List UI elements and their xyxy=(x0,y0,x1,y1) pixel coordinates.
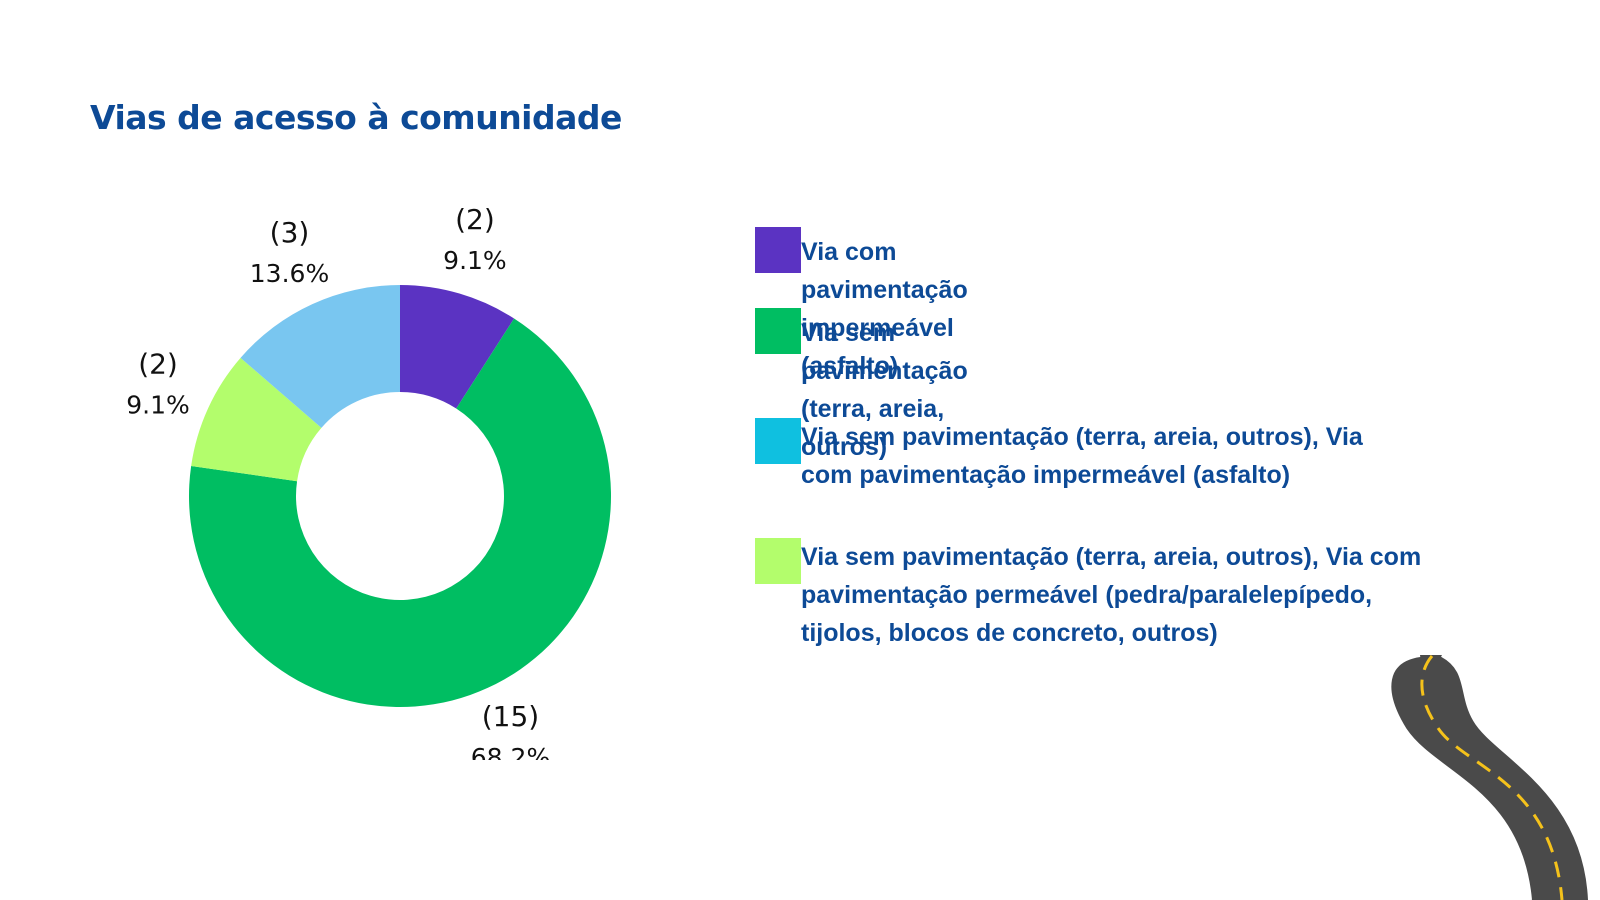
legend-label-line: Via sem pavimentação (terra, areia, outr… xyxy=(801,543,1422,571)
legend-label-line: Via com pavimentação impermeável (asfalt… xyxy=(801,238,968,380)
legend-label-line: pavimentação permeável (pedra/paralelepí… xyxy=(801,581,1373,609)
pie-slice xyxy=(189,318,611,707)
legend-label: Via sem pavimentação (terra, areia, outr… xyxy=(801,314,968,466)
legend-swatch xyxy=(755,418,801,464)
slice-count-label: (2) xyxy=(455,203,495,236)
legend-label-line: Via sem pavimentação (terra, areia, outr… xyxy=(801,319,968,461)
slice-count-label: (3) xyxy=(270,216,310,249)
slice-percent-label: 9.1% xyxy=(126,390,190,419)
slice-percent-label: 68.2% xyxy=(471,743,550,760)
legend-label-line: tijolos, blocos de concreto, outros) xyxy=(801,619,1218,647)
legend-swatch xyxy=(755,227,801,273)
legend-label: Via com pavimentação impermeável (asfalt… xyxy=(801,233,968,385)
slice-count-label: (15) xyxy=(482,700,539,733)
legend-label-line: com pavimentação impermeável (asfalto) xyxy=(801,461,1291,489)
slice-count-label: (2) xyxy=(138,347,178,380)
donut-chart: (2) 9.1% (15) 68.2% (2) 9.1% (3) 13.6% xyxy=(126,203,611,760)
pie-slice xyxy=(400,285,515,409)
road-icon xyxy=(1387,653,1592,900)
page-title: Vias de acesso à comunidade xyxy=(90,98,622,137)
slice-percent-label: 9.1% xyxy=(443,246,507,275)
pie-slice xyxy=(191,357,322,482)
legend-label-line: Via sem pavimentação (terra, areia, outr… xyxy=(801,423,1363,451)
slice-percent-label: 13.6% xyxy=(250,259,329,288)
legend-label: Via sem pavimentação (terra, areia, outr… xyxy=(801,418,1561,494)
legend-swatch xyxy=(755,538,801,584)
pie-slice xyxy=(240,285,400,428)
legend-label: Via sem pavimentação (terra, areia, outr… xyxy=(801,538,1591,652)
legend-swatch xyxy=(755,308,801,354)
